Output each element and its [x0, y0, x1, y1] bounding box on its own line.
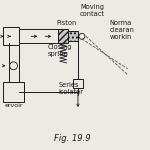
Bar	[3, 82, 24, 102]
Circle shape	[10, 62, 18, 70]
Text: Closing
spring: Closing spring	[47, 44, 72, 57]
Bar	[73, 79, 83, 88]
Bar	[3, 27, 19, 45]
Text: Piston: Piston	[56, 21, 76, 27]
Bar	[68, 31, 78, 41]
Text: ervoir: ervoir	[5, 103, 23, 108]
Text: Fig. 19.9: Fig. 19.9	[54, 134, 90, 143]
Text: Norma
clearan
workin: Norma clearan workin	[110, 20, 135, 40]
Text: Moving
contact: Moving contact	[80, 4, 105, 17]
Circle shape	[79, 33, 85, 39]
Bar	[58, 29, 68, 43]
Text: Series
isolator: Series isolator	[58, 82, 83, 95]
